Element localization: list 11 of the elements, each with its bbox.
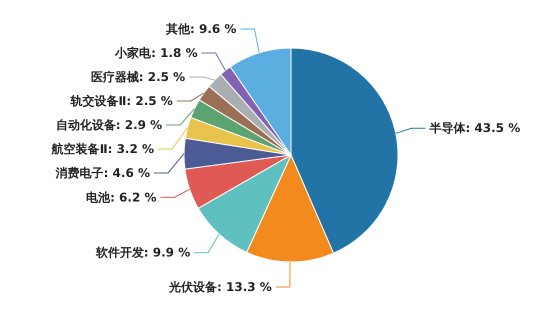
- slice-label: 医疗器械: 2.5 %: [90, 70, 186, 84]
- slice-label: 消费电子: 4.6 %: [54, 166, 150, 180]
- slice-label: 半导体: 43.5 %: [428, 121, 520, 136]
- slice-label: 其他: 9.6 %: [165, 22, 236, 36]
- slice-label: 航空装备Ⅱ: 3.2 %: [50, 142, 154, 156]
- slice-label: 软件开发: 9.9 %: [94, 246, 190, 260]
- slice-label: 自动化设备: 2.9 %: [56, 118, 162, 132]
- slice-label: 光伏设备: 13.3 %: [168, 280, 272, 294]
- slice-label: 轨交设备Ⅱ: 2.5 %: [69, 94, 173, 108]
- slice-label: 小家电: 1.8 %: [114, 46, 198, 60]
- slice-label: 电池: 6.2 %: [86, 190, 157, 204]
